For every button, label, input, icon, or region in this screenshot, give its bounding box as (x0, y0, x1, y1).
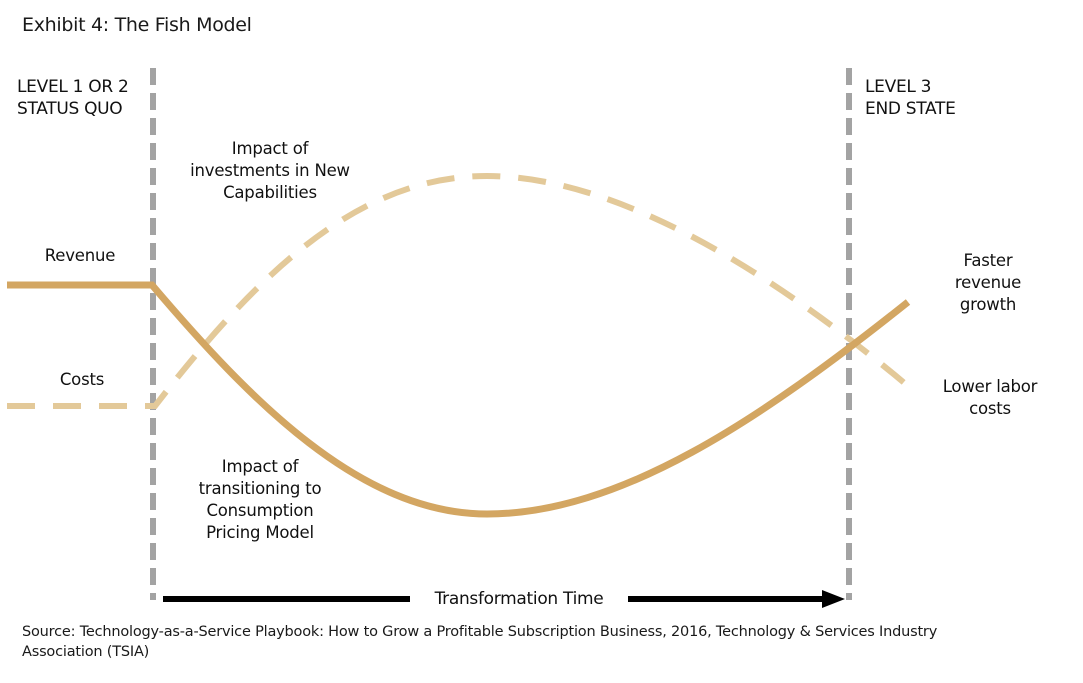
source-line: Association (TSIA) (22, 644, 150, 660)
investments-line: Capabilities (223, 183, 317, 202)
transition-line: Consumption (206, 501, 314, 520)
lower-costs-line: Lower labor (942, 377, 1038, 396)
investments-line: investments in New (190, 161, 350, 180)
costs-label: Costs (59, 370, 105, 389)
transition-annotation: Impact of transitioning to Consumption P… (180, 456, 340, 544)
transformation-time-label: Transformation Time (434, 589, 604, 609)
transition-line: Impact of (221, 457, 299, 476)
phase-end-line2: END STATE (865, 99, 956, 119)
phase-start-line2: STATUS QUO (17, 99, 123, 119)
faster-growth-line: revenue (954, 273, 1022, 292)
source-citation: Source: Technology-as-a-Service Playbook… (22, 622, 1072, 662)
phase-start-line1: LEVEL 1 OR 2 (17, 77, 129, 97)
phase-end-line1: LEVEL 3 (865, 77, 932, 97)
faster-growth-line: growth (959, 295, 1017, 314)
transition-line: Pricing Model (206, 523, 314, 542)
lower-costs-annotation: Lower labor costs (920, 376, 1060, 420)
source-line: Source: Technology-as-a-Service Playbook… (22, 624, 938, 640)
lower-costs-line: costs (969, 399, 1011, 418)
phase-end-label: LEVEL 3 END STATE (865, 76, 956, 120)
faster-growth-line: Faster (963, 251, 1013, 270)
phase-start-label: LEVEL 1 OR 2 STATUS QUO (17, 76, 129, 120)
investments-line: Impact of (231, 139, 309, 158)
investments-annotation: Impact of investments in New Capabilitie… (160, 138, 380, 204)
exhibit-title: Exhibit 4: The Fish Model (22, 14, 252, 36)
revenue-label: Revenue (44, 246, 116, 265)
revenue-curve (7, 281, 911, 518)
transition-line: transitioning to (198, 479, 322, 498)
costs-curve (7, 172, 910, 409)
faster-growth-annotation: Faster revenue growth (928, 250, 1048, 316)
arrowhead-icon (822, 590, 845, 608)
